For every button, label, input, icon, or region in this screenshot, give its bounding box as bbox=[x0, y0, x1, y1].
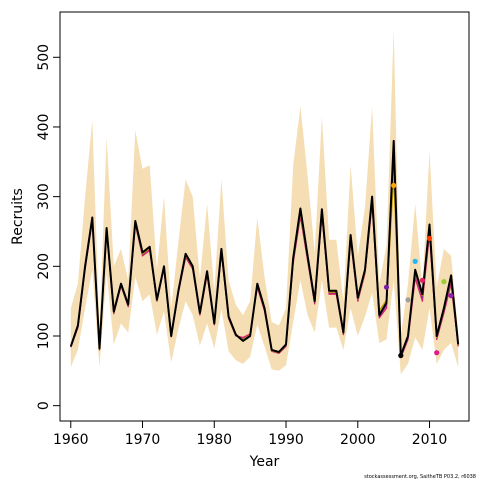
x-axis-title: Year bbox=[249, 454, 280, 470]
x-tick-label-1990: 1990 bbox=[268, 432, 304, 448]
terminal-year-markers bbox=[383, 182, 454, 359]
x-tick-label-2000: 2000 bbox=[340, 432, 376, 448]
marker-2013 bbox=[448, 293, 454, 299]
marker-2007 bbox=[405, 297, 411, 303]
plot-frame bbox=[59, 11, 470, 422]
marker-2006 bbox=[398, 352, 404, 359]
y-axis-ticks: 0 100 200 300 400 500 bbox=[36, 44, 60, 410]
y-tick-label-400: 400 bbox=[36, 114, 52, 141]
series-lines bbox=[69, 139, 460, 359]
marker-2012 bbox=[441, 279, 447, 285]
y-axis-title: Recruits bbox=[10, 188, 26, 245]
y-tick-label-100: 100 bbox=[36, 323, 52, 350]
y-tick-label-0: 0 bbox=[36, 401, 52, 410]
series-line-4 bbox=[69, 139, 460, 357]
marker-2010 bbox=[426, 235, 433, 241]
marker-2008 bbox=[412, 258, 418, 264]
footnote: stockassessment.org, SaitheTB P03.2, r60… bbox=[364, 474, 476, 480]
marker-2004 bbox=[383, 284, 390, 290]
y-tick-label-300: 300 bbox=[36, 183, 52, 210]
marker-2009 bbox=[419, 277, 425, 283]
marker-2011 bbox=[434, 350, 440, 356]
x-tick-label-1970: 1970 bbox=[125, 432, 161, 448]
x-tick-label-1960: 1960 bbox=[53, 432, 89, 448]
x-axis-ticks: 1960 1970 1980 1990 2000 2010 bbox=[53, 421, 447, 448]
marker-2005 bbox=[391, 182, 397, 189]
y-tick-label-200: 200 bbox=[36, 253, 52, 280]
x-tick-label-1980: 1980 bbox=[196, 432, 232, 448]
x-tick-label-2010: 2010 bbox=[412, 432, 448, 448]
y-tick-label-500: 500 bbox=[36, 44, 52, 71]
